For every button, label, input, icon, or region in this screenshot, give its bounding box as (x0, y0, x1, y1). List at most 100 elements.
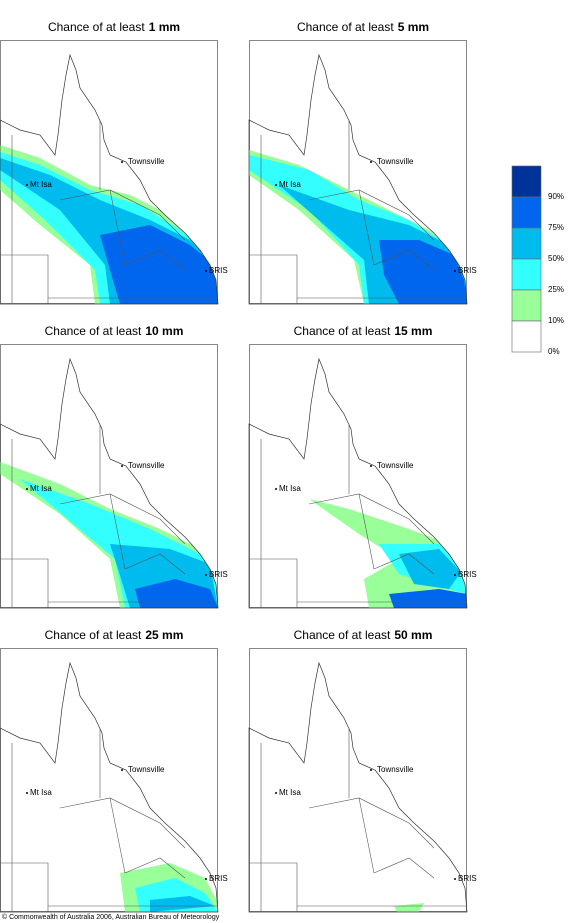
legend-swatch (511, 320, 542, 353)
rain-area (100, 225, 218, 304)
rain-areas (0, 462, 218, 608)
rain-area (394, 903, 424, 912)
place-label: Mt Isa (279, 788, 301, 797)
panel-title: Chance of at least 25 mm (45, 628, 184, 642)
title-prefix: Chance of at least (297, 20, 394, 34)
legend-swatch (511, 258, 542, 291)
rain-areas (249, 150, 467, 304)
borders (249, 424, 467, 608)
place-dot (454, 270, 456, 272)
legend-label: 50% (548, 254, 564, 263)
legend-label: 90% (548, 192, 564, 201)
copyright: © Commonwealth of Australia 2006, Austra… (2, 913, 220, 921)
place-dot (205, 574, 207, 576)
title-prefix: Chance of at least (45, 628, 142, 642)
place-label: Mt Isa (279, 180, 301, 189)
panel-title: Chance of at least 1 mm (48, 20, 180, 34)
panel-title: Chance of at least 50 mm (294, 628, 433, 642)
title-prefix: Chance of at least (294, 628, 391, 642)
title-prefix: Chance of at least (48, 20, 145, 34)
place-dot (26, 184, 28, 186)
title-prefix: Chance of at least (294, 324, 391, 338)
legend-label: 75% (548, 223, 564, 232)
legend-swatch (511, 196, 542, 229)
place-label: Townsville (377, 157, 414, 166)
legend-swatch (511, 289, 542, 322)
rain-areas (120, 863, 218, 912)
place-label: Townsville (377, 765, 414, 774)
place-label: BRIS (458, 266, 477, 275)
place-label: Mt Isa (30, 484, 52, 493)
place-dot (121, 769, 123, 771)
legend-swatch (511, 227, 542, 260)
rain-areas (0, 145, 218, 304)
map-frame (249, 648, 467, 912)
borders (0, 424, 218, 608)
place-dot (26, 792, 28, 794)
place-label: Townsville (377, 461, 414, 470)
panel-title: Chance of at least 5 mm (297, 20, 429, 34)
legend-label: 10% (548, 316, 564, 325)
place-dot (275, 488, 277, 490)
place-label: Mt Isa (30, 180, 52, 189)
map-panel: Chance of at least 1 mm Townsville Mt Isa BR… (0, 20, 228, 305)
panel-title: Chance of at least 10 mm (45, 324, 184, 338)
panel-title: Chance of at least 15 mm (294, 324, 433, 338)
place-label: Mt Isa (279, 484, 301, 493)
place-dot (370, 769, 372, 771)
legend-label: 0% (548, 347, 560, 356)
coastline (0, 661, 219, 913)
borders (0, 728, 218, 912)
map-panel: Chance of at least 5 mm Townsville Mt Isa BR… (248, 20, 477, 305)
coastline (248, 661, 468, 913)
place-dot (205, 270, 207, 272)
rain-areas (309, 499, 467, 608)
borders (0, 120, 218, 304)
coastline (248, 357, 468, 609)
coastline (248, 53, 468, 305)
legend-swatch (511, 165, 542, 198)
place-dot (205, 878, 207, 880)
title-amount: 1 mm (149, 20, 180, 34)
place-dot (26, 488, 28, 490)
place-label: BRIS (209, 570, 228, 579)
place-label: BRIS (458, 570, 477, 579)
place-dot (454, 574, 456, 576)
map-frame (0, 648, 218, 912)
place-label: BRIS (209, 266, 228, 275)
place-dot (121, 465, 123, 467)
place-label: Townsville (128, 765, 165, 774)
rain-area (399, 549, 461, 589)
rain-area (150, 896, 215, 912)
place-label: BRIS (209, 874, 228, 883)
place-label: Townsville (128, 461, 165, 470)
rain-area (135, 579, 218, 608)
place-label: Townsville (128, 157, 165, 166)
place-dot (370, 161, 372, 163)
title-amount: 10 mm (145, 324, 183, 338)
title-amount: 5 mm (398, 20, 429, 34)
rain-areas (394, 903, 424, 912)
rain-area (379, 240, 467, 304)
map-panel: Chance of at least 10 mm Townsville Mt Isa B… (0, 324, 228, 609)
borders (249, 120, 467, 304)
map-panel: Chance of at least 15 mm Townsville Mt Isa B… (248, 324, 477, 609)
place-dot (454, 878, 456, 880)
place-label: BRIS (458, 874, 477, 883)
place-dot (121, 161, 123, 163)
place-dot (370, 465, 372, 467)
title-amount: 25 mm (145, 628, 183, 642)
legend-label: 25% (548, 285, 564, 294)
borders (249, 728, 467, 912)
title-prefix: Chance of at least (45, 324, 142, 338)
place-dot (275, 792, 277, 794)
coastline (0, 53, 219, 305)
map-panel: Chance of at least 25 mm Townsville Mt Isa B… (0, 628, 228, 913)
map-panel: Chance of at least 50 mm Townsville Mt Isa B… (248, 628, 477, 913)
rain-area (389, 589, 467, 608)
title-amount: 50 mm (394, 628, 432, 642)
place-dot (275, 184, 277, 186)
coastline (0, 357, 219, 609)
